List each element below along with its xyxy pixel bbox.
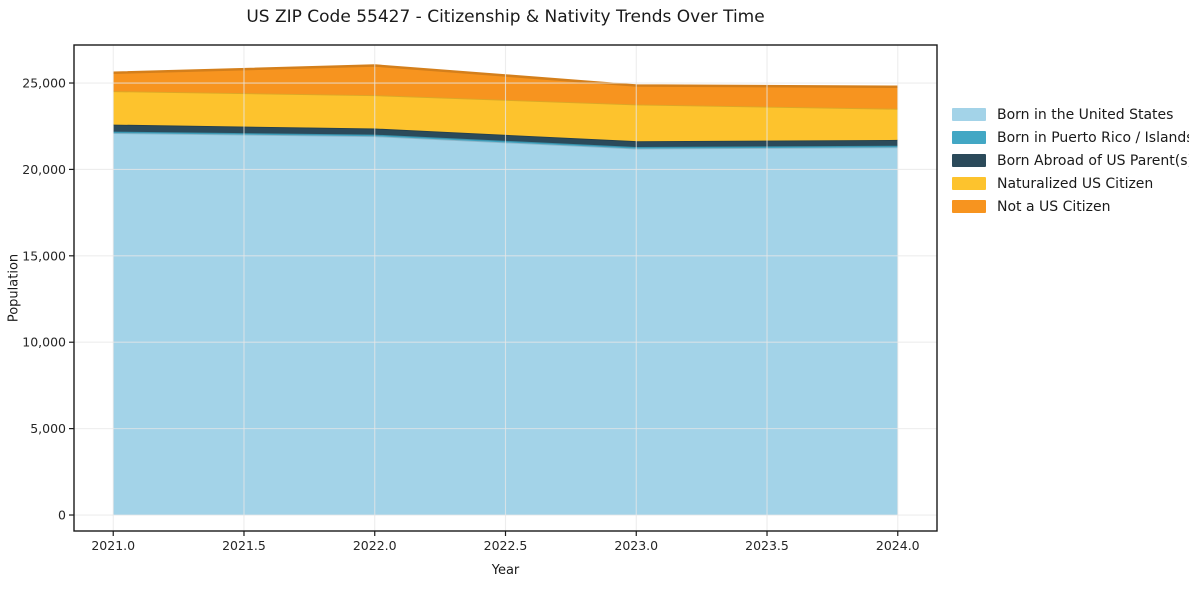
legend-label: Born in the United States [997,106,1174,123]
y-tick-label: 0 [58,508,66,523]
legend-item-1: Born in Puerto Rico / Islands [952,126,1189,149]
y-tick-label: 5,000 [30,421,66,436]
legend-swatch [952,154,986,167]
y-axis-label: Population [6,253,22,323]
legend-swatch [952,131,986,144]
x-tick-label: 2023.0 [614,538,658,553]
legend-label: Born in Puerto Rico / Islands [997,129,1189,146]
legend-swatch [952,108,986,121]
y-tick-label: 15,000 [22,248,66,263]
legend-swatch [952,200,986,213]
gridlines [74,45,937,531]
tick-marks [69,82,899,536]
legend-item-2: Born Abroad of US Parent(s) [952,149,1189,172]
y-tick-label: 20,000 [22,162,66,177]
x-tick-label: 2023.5 [745,538,789,553]
chart-title: US ZIP Code 55427 - Citizenship & Nativi… [246,7,765,27]
x-tick-label: 2021.5 [222,538,266,553]
x-tick-label: 2022.5 [484,538,528,553]
legend-swatch [952,177,986,190]
x-tick-label: 2021.0 [91,538,135,553]
x-tick-label: 2022.0 [353,538,397,553]
legend-item-3: Naturalized US Citizen [952,172,1189,195]
x-tick-label: 2024.0 [876,538,920,553]
legend-label: Born Abroad of US Parent(s) [997,152,1189,169]
y-tick-label: 25,000 [22,76,66,91]
x-axis-label: Year [491,563,520,578]
legend-label: Naturalized US Citizen [997,175,1154,192]
legend-item-4: Not a US Citizen [952,195,1189,218]
y-tick-label: 10,000 [22,335,66,350]
legend-label: Not a US Citizen [997,198,1111,215]
legend-item-0: Born in the United States [952,103,1189,126]
legend: Born in the United States Born in Puerto … [952,103,1189,218]
tick-labels: 2021.0 2021.5 2022.0 2022.5 2023.0 2023.5 2024… [22,76,919,553]
